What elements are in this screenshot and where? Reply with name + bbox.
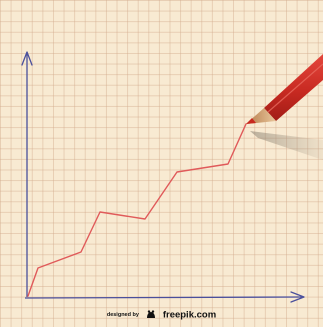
growth-trend-line	[27, 123, 247, 297]
designer-credit: designed by freepik.com	[0, 306, 323, 324]
x-axis-line	[24, 296, 303, 299]
x-axis-arrow-icon	[290, 291, 305, 303]
pencil-shadow	[250, 131, 323, 160]
credit-prefix: designed by	[106, 312, 139, 318]
y-axis-arrow-icon	[21, 51, 33, 66]
freepik-logo-icon	[146, 306, 156, 324]
credit-brand: freepik.com	[162, 309, 217, 321]
red-pencil-icon	[246, 54, 323, 124]
